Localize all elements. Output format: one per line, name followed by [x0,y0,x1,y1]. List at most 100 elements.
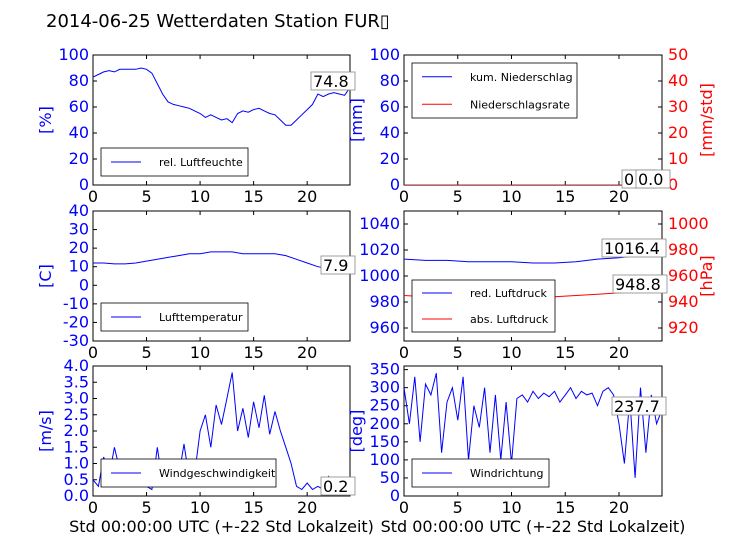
annotation-box [320,255,356,275]
y-tick-label: 300 [369,378,400,397]
y-tick-label: 150 [369,432,400,451]
x-tick-label: 10 [501,498,521,517]
x-tick-label: 15 [555,187,575,206]
x-tick-label: 0 [88,187,98,206]
x-tick-label: 10 [190,498,210,517]
annotation-label: 74.8 [313,72,349,91]
y-tick-label: 80 [380,71,400,90]
x-tick-label: 15 [243,498,263,517]
series-line [93,251,350,271]
annotation-label: 948.8 [615,275,661,294]
series-line [93,67,350,126]
x-tick-label: 5 [453,187,463,206]
y-axis-label: [%] [36,106,55,134]
x-tick-label: 20 [297,343,317,362]
legend-label: rel. Luftfeuchte [159,156,243,169]
x-tick-label: 20 [297,187,317,206]
legend: red. Luftdruck abs. Luftdruck [411,279,556,333]
panel-1: 0 5 10 15 20 0 20 40 60 80 100 [%] rel. Luftfeuchte 7… [36,45,356,206]
y-right-tick-label: 920 [668,318,699,337]
legend: kum. Niederschlag Niederschlagsrate [411,62,578,119]
y-tick-label: 40 [380,123,400,142]
y-tick-label: 1020 [359,240,400,259]
annotation-label: 1016.4 [604,239,660,258]
x-axis-label: Std 00:00:00 UTC (+-22 Std Lokalzeit) [381,517,686,536]
legend-label: Niederschlagsrate [470,98,570,111]
y-tick-label: 1.5 [64,437,89,456]
y-tick-label: 0 [79,175,89,194]
y-tick-label: 50 [380,468,400,487]
y-tick-label: 100 [58,45,89,64]
x-tick-label: 0 [399,187,409,206]
y-tick-label: 0.0 [64,486,89,505]
x-tick-label: 5 [141,343,151,362]
panel-6: 0 5 10 15 20050100150200250300350[deg]Windri… [347,360,667,517]
y-right-tick-label: 20 [668,123,688,142]
y-right-tick-label: 10 [668,149,688,168]
annotation-box [601,238,667,258]
y-right-tick-label: 30 [668,97,688,116]
y-tick-label: 1000 [359,266,400,285]
y-tick-label: 20 [69,238,89,257]
y-tick-label: 3.0 [64,389,89,408]
y-tick-label: 60 [380,97,400,116]
y-right-tick-label: 50 [668,45,688,64]
x-axis-label: Std 00:00:00 UTC (+-22 Std Lokalzeit) [69,517,374,536]
y-tick-label: 200 [369,414,400,433]
legend-label: Lufttemperatur [159,311,243,324]
x-tick-label: 15 [555,343,575,362]
y-tick-label: 1.0 [64,454,89,473]
x-tick-label: 10 [190,343,210,362]
annotation-label: 0.2 [323,477,348,496]
panel-2: 0 5 10 15 20 0 20 40 60 80 100 0 10 20 30 40 50 [mm] [mm/s… [347,45,716,206]
x-tick-label: 5 [453,498,463,517]
x-tick-label: 0 [88,498,98,517]
x-tick-label: 10 [501,343,521,362]
plot-frame [92,54,351,186]
y-right-axis-label: [hPa] [697,255,716,296]
y-tick-label: 3.5 [64,372,89,391]
legend-label: Windrichtung [470,467,543,480]
y-axis-label: [deg] [347,410,366,453]
y-tick-label: 2.5 [64,405,89,424]
y-right-tick-label: 40 [668,71,688,90]
legend: Windgeschwindigkeit [100,458,277,488]
annotation-box [310,71,356,91]
y-tick-label: 0.5 [64,470,89,489]
plot-frame [92,210,351,342]
y-tick-label: 1040 [359,214,400,233]
panel-5: 0 5 10 15 20 0.00.51.01.52.02.53.03.54.0 [m/s]… [36,356,356,517]
y-tick-label: 10 [69,257,89,276]
y-tick-label: 980 [369,292,400,311]
x-tick-label: 0 [399,498,409,517]
y-right-axis-label: [mm/std] [697,83,716,157]
y-tick-label: 20 [380,149,400,168]
x-tick-label: 20 [609,187,629,206]
y-right-tick-label: 940 [668,292,699,311]
y-axis-label: [m/s] [36,410,55,452]
y-tick-label: 100 [369,450,400,469]
y-tick-label: -30 [63,331,89,350]
annotation-label: 7.9 [323,256,348,275]
x-tick-label: 5 [141,187,151,206]
y-tick-label: 40 [69,201,89,220]
y-right-tick-label: 980 [668,240,699,259]
y-tick-label: 40 [69,123,89,142]
y-tick-label: 250 [369,396,400,415]
legend: rel. Luftfeuchte [100,147,249,177]
annotation-box [612,274,668,294]
y-tick-label: 100 [369,45,400,64]
x-tick-label: 10 [190,187,210,206]
y-tick-label: 960 [369,318,400,337]
series-line [404,373,662,478]
legend-box [411,62,578,119]
x-tick-label: 20 [609,343,629,362]
legend-label: abs. Luftdruck [470,313,549,326]
annotation-box [611,396,667,416]
x-tick-label: 20 [297,498,317,517]
x-tick-label: 5 [453,343,463,362]
legend: Lufttemperatur [100,302,249,332]
x-tick-label: 15 [243,187,263,206]
